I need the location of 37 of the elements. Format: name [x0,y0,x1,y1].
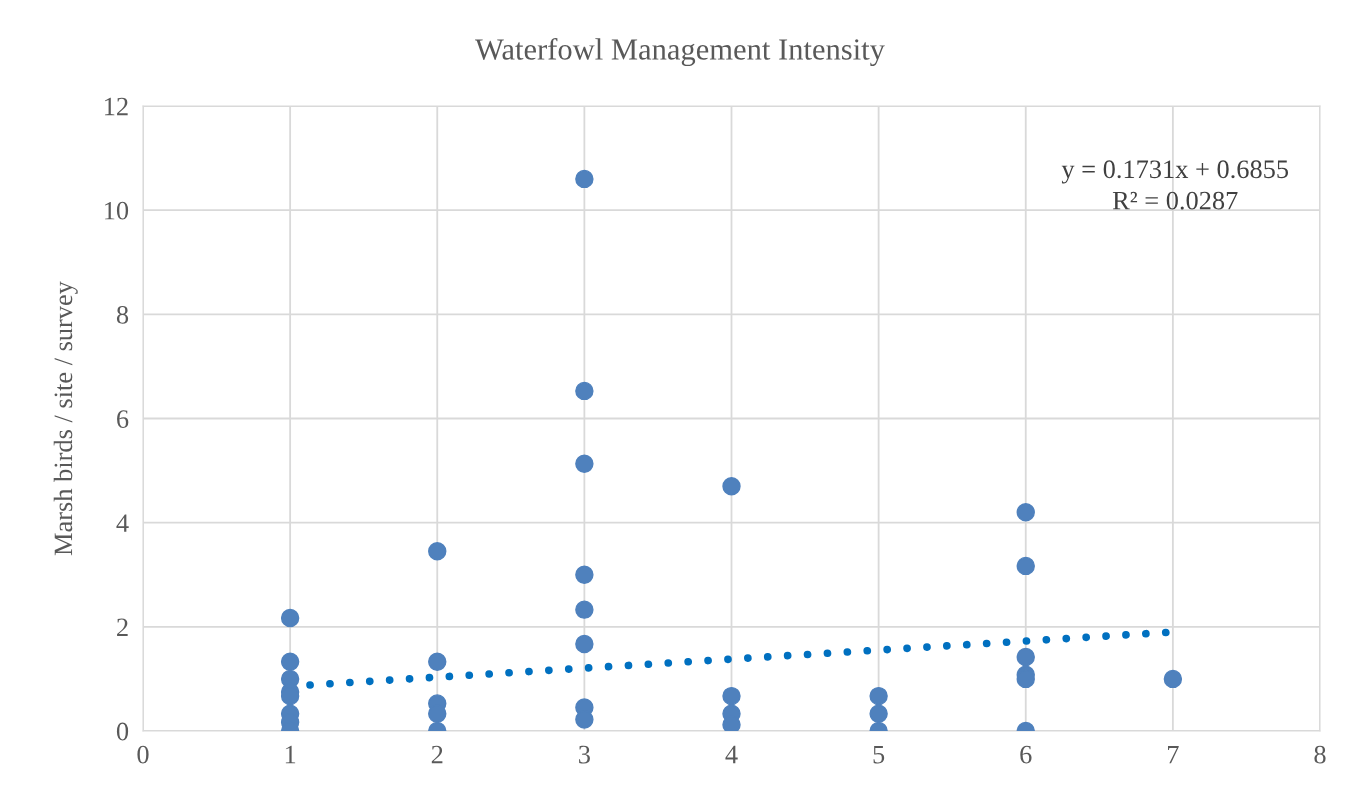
point [428,542,447,561]
point [575,565,594,584]
y-tick-label: 4 [116,514,129,532]
y-tick-label: 8 [116,305,129,324]
point [280,652,300,671]
point [1163,669,1183,689]
point [575,454,594,474]
y-tick-label: 6 [117,410,129,428]
chart-title: Waterfowl Management Intensity [475,37,885,67]
y-axis-title: Marsh birds / site / survey [53,281,78,556]
point [722,686,741,706]
x-tick-label: 7 [1168,745,1179,764]
point [1016,503,1035,522]
x-tick-label: 8 [1314,745,1326,764]
x-tick-label: 3 [579,745,590,764]
point [575,381,594,401]
point [575,634,594,654]
point [1016,556,1035,576]
point [575,600,594,619]
y-tick-label: 0 [116,722,129,741]
point [575,169,594,189]
x-tick-label: 4 [725,745,738,764]
x-tick-label: 2 [431,745,443,764]
point [428,652,447,671]
x-tick-label: 6 [1020,745,1032,764]
x-tick-label: 5 [873,745,885,764]
y-tick-label: 2 [117,618,128,636]
point [869,704,888,724]
x-tick-label: 1 [285,745,296,764]
y-tick-label: 12 [105,97,128,116]
x-tick-label: 0 [137,745,149,764]
point [869,686,888,706]
point [280,608,300,628]
annotation: y = 0.1731x + 0.6855 R² = 0.0287 [1061,160,1289,210]
point [722,477,741,496]
point [1016,647,1035,667]
y-tick-label: 10 [105,201,129,220]
